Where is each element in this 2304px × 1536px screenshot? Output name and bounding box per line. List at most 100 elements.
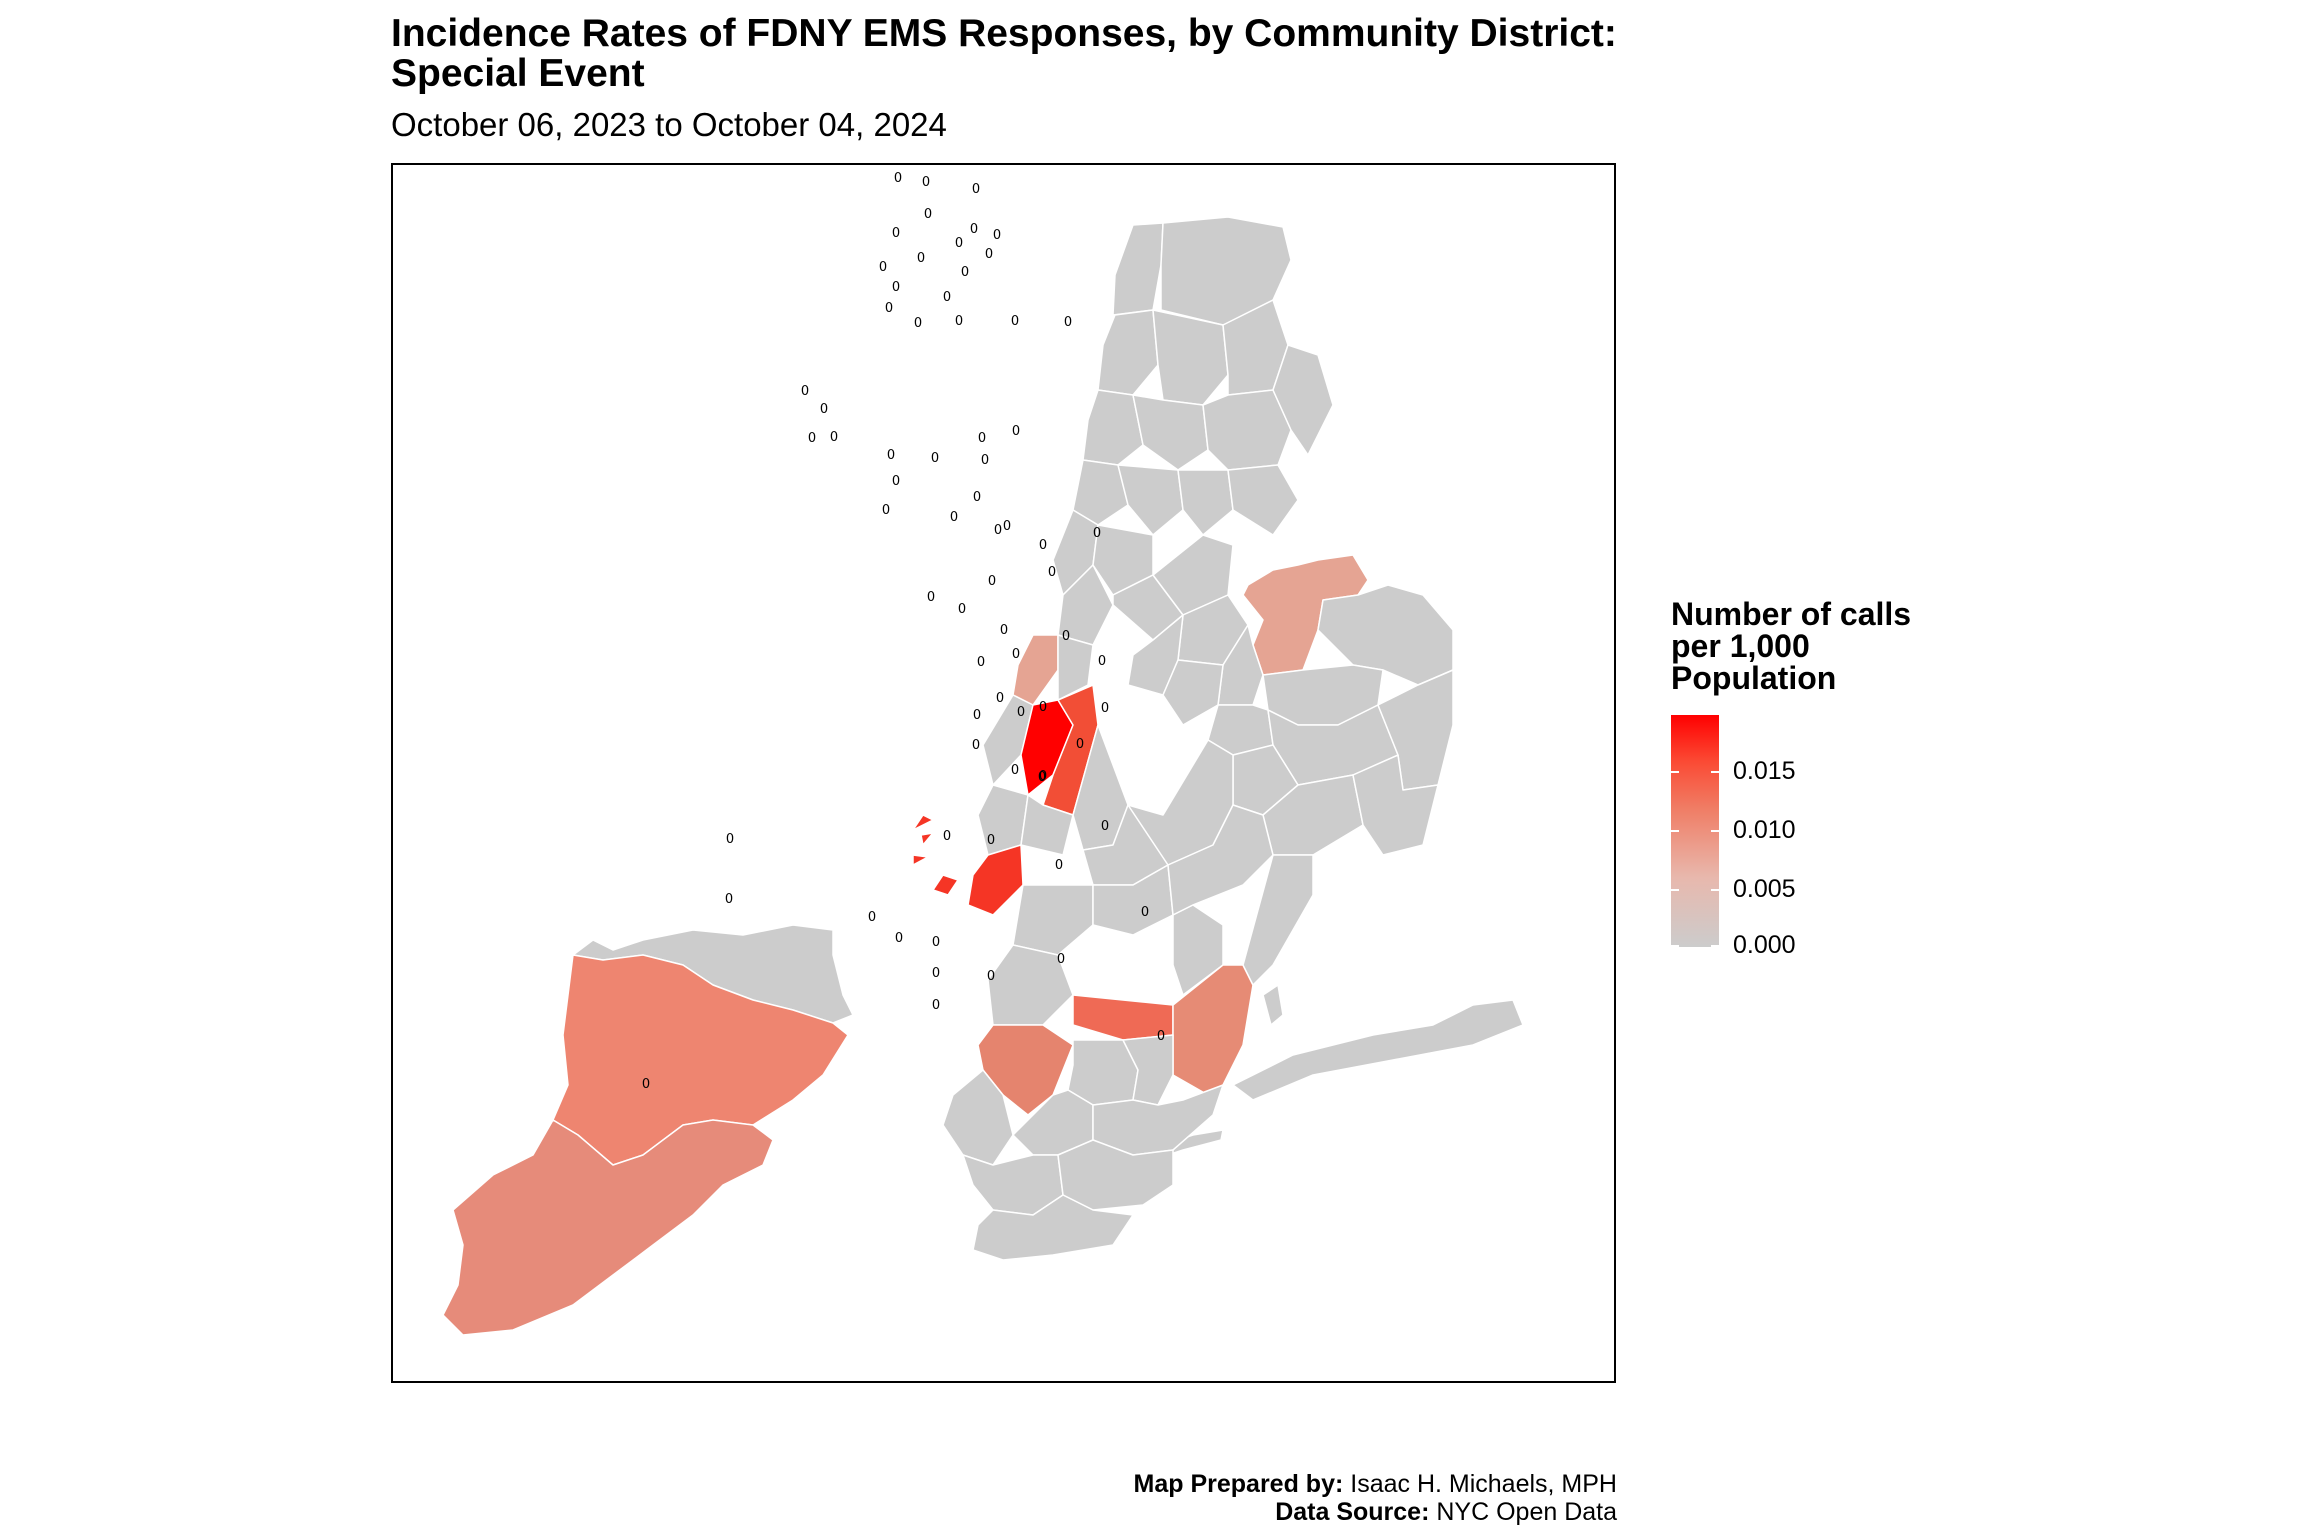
district-manhattan-lower-east	[1020, 794, 1074, 856]
map-title-line-1: Incidence Rates of FDNY EMS Responses, b…	[391, 12, 1617, 55]
district-value-label: 0	[808, 431, 816, 446]
district-value-label: 0	[917, 251, 925, 266]
caption-data-source: Data Source: NYC Open Data	[1275, 1498, 1617, 1526]
district-bronx-3	[1097, 309, 1159, 396]
district-value-label: 0	[955, 236, 963, 251]
district-bronx-12	[1177, 469, 1234, 536]
district-value-label: 0	[987, 833, 995, 848]
district-value-label: 0	[820, 402, 828, 417]
district-value-label: 0	[1064, 315, 1072, 330]
district-value-label: 0	[1012, 424, 1020, 439]
district-manhattan-financial	[967, 844, 1024, 916]
district-value-label: 0	[961, 265, 969, 280]
district-bronx-7	[1132, 394, 1209, 471]
district-brooklyn-canarsie	[1242, 854, 1314, 986]
district-brooklyn-coney-island	[972, 1194, 1134, 1261]
caption-source-value: NYC Open Data	[1436, 1498, 1617, 1526]
district-bronx-9	[1272, 344, 1334, 456]
district-value-label: 0	[1048, 565, 1056, 580]
legend-tick-label: 0.000	[1733, 931, 1796, 959]
district-value-label: 0	[932, 935, 940, 950]
district-value-label: 0	[830, 430, 838, 445]
district-value-label: 0	[994, 523, 1002, 538]
district-value-label: 0	[892, 280, 900, 295]
district-value-label: 0	[955, 314, 963, 329]
district-bronx-8	[1202, 389, 1292, 471]
district-manhattan-harlem	[1057, 564, 1114, 646]
district-value-label: 0	[1157, 1029, 1165, 1044]
district-value-label: 0	[1076, 737, 1084, 752]
legend-tick-mark-left	[1671, 830, 1679, 832]
district-value-label: 0	[892, 226, 900, 241]
district-value-label: 0	[924, 207, 932, 222]
district-value-label: 0	[950, 510, 958, 525]
district-value-label: 0	[885, 301, 893, 316]
legend-tick-mark-left	[1671, 889, 1679, 891]
legend-tick-mark-right	[1711, 945, 1719, 947]
legend-tick-mark-left	[1671, 945, 1679, 947]
district-queens-rockaway	[1232, 999, 1524, 1101]
district-value-label: 0	[887, 448, 895, 463]
district-value-label: 0	[943, 829, 951, 844]
district-value-label: 0	[996, 691, 1004, 706]
district-manhattan-uws	[982, 694, 1034, 786]
district-value-label: 0	[943, 290, 951, 305]
legend-tick-mark-right	[1711, 889, 1719, 891]
district-value-label: 0	[1038, 770, 1046, 785]
district-value-label: 0	[1011, 314, 1019, 329]
district-value-label: 0	[1055, 858, 1063, 873]
district-value-label: 0	[1012, 647, 1020, 662]
map-subtitle: October 06, 2023 to October 04, 2024	[391, 106, 947, 143]
district-bronx-13	[1227, 464, 1299, 536]
district-bronx-10	[1072, 459, 1129, 526]
district-value-label: 0	[1003, 519, 1011, 534]
district-staten-island-south	[442, 1119, 774, 1336]
district-value-label: 0	[726, 832, 734, 847]
district-value-label: 0	[978, 431, 986, 446]
district-value-label: 0	[1011, 763, 1019, 778]
district-value-label: 0	[895, 931, 903, 946]
district-value-label: 0	[973, 490, 981, 505]
legend-title: Number of calls per 1,000 Population	[1671, 598, 1911, 694]
caption-prepared-label: Map Prepared by:	[1133, 1470, 1344, 1498]
district-value-label: 0	[932, 998, 940, 1013]
district-manhattan-west-side	[1012, 634, 1059, 706]
district-value-label: 0	[1017, 705, 1025, 720]
legend-title-line-2: per 1,000	[1671, 628, 1810, 664]
legend-title-line-1: Number of calls	[1671, 596, 1912, 632]
district-value-label: 0	[987, 969, 995, 984]
legend-title-line-3: Population	[1671, 660, 1837, 696]
district-value-label: 0	[868, 910, 876, 925]
district-value-label: 0	[1039, 769, 1047, 784]
district-bronx-11	[1117, 464, 1184, 536]
district-value-label: 0	[972, 738, 980, 753]
district-value-label: 0	[1062, 629, 1070, 644]
legend-tick-mark-left	[1671, 771, 1679, 773]
district-value-label: 0	[985, 247, 993, 262]
district-manhattan-east-harlem	[1057, 634, 1094, 701]
district-value-label: 0	[977, 655, 985, 670]
district-value-label: 0	[725, 892, 733, 907]
district-value-label: 0	[1000, 623, 1008, 638]
district-value-label: 0	[1101, 819, 1109, 834]
district-brooklyn-east-flatbush	[1172, 964, 1254, 1096]
district-broad-channel	[1262, 984, 1284, 1026]
district-value-label: 0	[970, 222, 978, 237]
caption-source-label: Data Source:	[1275, 1498, 1430, 1526]
district-value-label: 0	[801, 384, 809, 399]
map-title-line-2: Special Event	[391, 52, 645, 95]
district-value-label: 0	[993, 228, 1001, 243]
district-value-label: 0	[914, 316, 922, 331]
district-queens-jackson-heights	[1152, 534, 1234, 616]
district-bronx-1	[1112, 222, 1164, 316]
district-value-label: 0	[972, 182, 980, 197]
legend-tick-label: 0.005	[1733, 875, 1796, 903]
district-value-label: 0	[882, 503, 890, 518]
district-value-label: 0	[892, 474, 900, 489]
legend-tick-label: 0.010	[1733, 816, 1796, 844]
district-queens-laurelton	[1352, 754, 1439, 856]
legend-tick-mark-right	[1711, 830, 1719, 832]
legend-tick-mark-right	[1711, 771, 1719, 773]
district-brooklyn-bay-ridge	[942, 1069, 1014, 1166]
